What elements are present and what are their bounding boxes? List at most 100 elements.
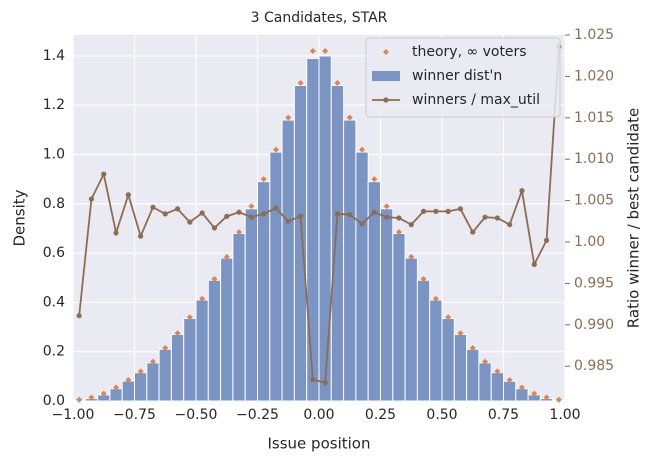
bar <box>232 232 246 402</box>
theory-point <box>494 368 501 375</box>
y2-tick-label: 0.985 <box>574 358 614 374</box>
line-point <box>273 205 279 211</box>
theory-point <box>223 253 230 260</box>
theory-point <box>149 358 156 365</box>
legend-key <box>383 49 389 55</box>
y-tick-label: 0.4 <box>43 294 65 310</box>
theory-point <box>113 384 120 391</box>
line-point <box>199 210 205 216</box>
chart-title: 3 Candidates, STAR <box>251 10 388 26</box>
theory-point <box>518 384 525 391</box>
line-point <box>347 212 353 218</box>
bar <box>416 279 431 402</box>
theory-point <box>408 253 415 260</box>
line-point <box>396 215 402 221</box>
y2-tick-label: 1.010 <box>574 151 614 167</box>
theory-point <box>359 146 366 153</box>
bar <box>220 257 234 402</box>
y-axis-label: Density <box>11 189 29 246</box>
bar <box>404 257 418 402</box>
line-point <box>445 208 451 214</box>
theory-point <box>186 314 193 321</box>
line-point <box>101 171 107 177</box>
theory-point <box>457 330 464 337</box>
x-tick-label: −0.25 <box>236 407 279 423</box>
theory-point <box>285 114 292 121</box>
line-point <box>138 233 144 239</box>
theory-point <box>309 48 316 55</box>
theory-point <box>371 176 378 183</box>
theory-point <box>482 358 489 365</box>
theory-point <box>346 114 353 121</box>
line-point <box>211 225 218 231</box>
line-point <box>384 214 390 220</box>
x-tick-label: −0.75 <box>113 407 156 423</box>
theory-point <box>199 295 206 302</box>
line-point <box>162 211 168 217</box>
theory-point <box>555 396 562 403</box>
theory-point <box>334 80 341 87</box>
line-point <box>297 213 304 219</box>
y-tick-label: 1.2 <box>43 97 65 113</box>
bar <box>453 333 468 402</box>
theory-point <box>211 276 218 282</box>
theory-point <box>506 377 513 384</box>
theory-point <box>125 377 132 384</box>
line-point <box>420 208 427 214</box>
bar <box>441 317 455 402</box>
y-tick-label: 0.2 <box>43 344 65 360</box>
bar <box>121 380 135 402</box>
x-tick-label: 0.50 <box>426 407 457 423</box>
line-point <box>408 222 414 228</box>
bar <box>503 380 517 402</box>
bar <box>466 348 480 402</box>
bar <box>318 55 332 402</box>
legend-label: winner dist'n <box>412 68 502 84</box>
y2-axis-label: Ratio winner / best candidate <box>625 108 643 328</box>
line-point <box>322 380 328 386</box>
bar <box>306 57 320 402</box>
x-tick-label: −0.50 <box>175 407 218 423</box>
legend-key <box>383 97 389 103</box>
y-tick-label: 1.4 <box>43 48 65 64</box>
x-tick-label: −1.00 <box>52 407 95 423</box>
y2-tick-label: 0.995 <box>574 275 614 291</box>
bar <box>478 362 492 402</box>
theory-point <box>420 276 427 282</box>
line-point <box>334 211 341 217</box>
y-tick-label: 0.0 <box>43 393 65 409</box>
line-point <box>470 229 476 235</box>
line-point <box>519 188 525 194</box>
line-point <box>174 206 181 212</box>
y-tick-label: 1.0 <box>43 147 65 163</box>
y2-tick-label: 1.00 <box>574 234 605 250</box>
bar <box>183 317 197 402</box>
bar <box>490 372 505 402</box>
line-point <box>236 209 242 215</box>
y2-tick-label: 1.020 <box>574 68 614 84</box>
y2-tick-label: 1.015 <box>574 110 614 126</box>
bar <box>380 208 394 402</box>
line-point <box>76 313 82 319</box>
line-point <box>285 218 291 224</box>
line-point <box>261 211 267 217</box>
y2-tick-label: 1.025 <box>574 27 614 43</box>
bar <box>207 279 222 402</box>
theory-point <box>322 48 329 55</box>
theory-point <box>174 330 181 337</box>
legend-key <box>372 71 400 81</box>
x-axis-label: Issue position <box>268 435 371 453</box>
bar <box>170 333 185 402</box>
line-point <box>457 206 464 212</box>
legend-label: theory, ∞ voters <box>412 44 527 60</box>
line <box>78 46 560 384</box>
y-tick-label: 0.6 <box>43 245 65 261</box>
x-tick-label: 0.75 <box>488 407 519 423</box>
line-point <box>371 209 377 215</box>
theory-point <box>137 368 144 375</box>
bar <box>515 388 529 402</box>
bar <box>244 208 258 402</box>
bar <box>429 299 443 402</box>
bar <box>343 119 357 402</box>
line-point <box>359 221 365 227</box>
